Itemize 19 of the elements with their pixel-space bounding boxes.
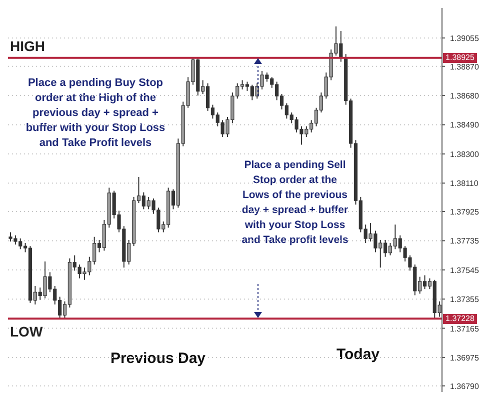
y-tick-label: 1.36790 [450,382,480,391]
y-tick-label: 1.38680 [450,92,480,101]
y-tick-label: 1.37735 [450,236,480,246]
annotation: Previous Day [109,349,207,369]
ref-line-label: LOW [10,324,44,340]
y-tick-label: 1.39055 [450,34,480,43]
text: 1.37228 [443,314,477,324]
y-tick-label: 1.38870 [450,62,480,72]
y-tick-label: 1.36975 [450,353,480,362]
annotation: Today [335,345,381,365]
y-tick-label: 1.37355 [450,295,480,304]
y-tick-label: 1.38490 [450,120,480,130]
ref-line-label: HIGH [10,38,45,54]
y-tick-label: 1.37925 [450,208,480,217]
y-tick-label: 1.37165 [450,324,480,334]
y-tick-label: 1.38300 [450,150,480,159]
y-tick-label: 1.37545 [450,266,480,275]
text: 1.38925 [443,53,477,63]
y-tick-label: 1.38110 [450,179,479,188]
